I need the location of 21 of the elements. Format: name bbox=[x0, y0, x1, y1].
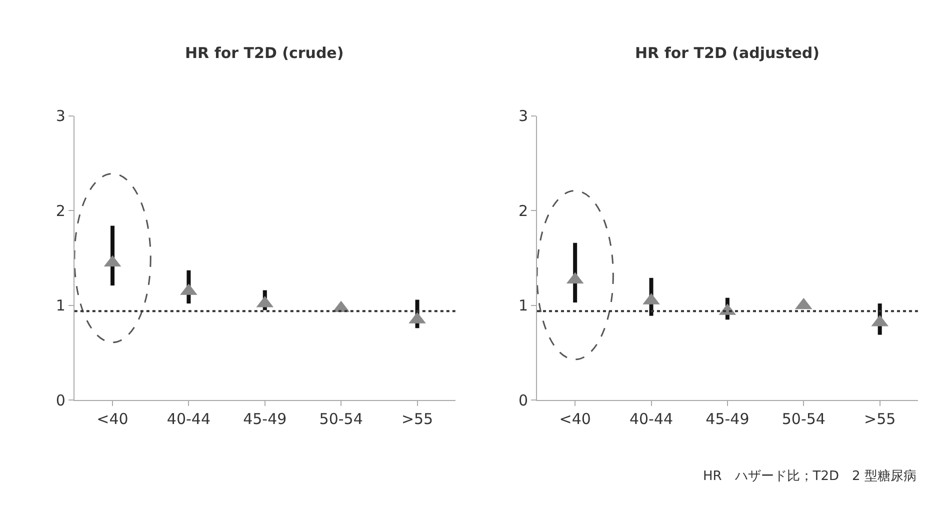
y-tick-label: 3 bbox=[56, 107, 66, 126]
x-tick-label: 45-49 bbox=[706, 410, 750, 428]
y-tick-label: 1 bbox=[56, 296, 66, 315]
x-tick-label: 40-44 bbox=[629, 410, 674, 428]
x-tick-label: 40-44 bbox=[166, 410, 210, 428]
chart-title: HR for T2D (crude) bbox=[185, 44, 344, 62]
x-tick-label: 50-54 bbox=[319, 410, 363, 428]
x-tick-label: >55 bbox=[401, 410, 434, 428]
y-tick-label: 2 bbox=[56, 202, 66, 220]
chart-title: HR for T2D (adjusted) bbox=[635, 44, 820, 62]
x-tick-label: 50-54 bbox=[782, 410, 826, 428]
x-tick-label: >55 bbox=[864, 410, 896, 428]
y-tick-label: 0 bbox=[56, 391, 66, 410]
x-tick-label: <40 bbox=[559, 410, 591, 428]
x-tick-label: <40 bbox=[96, 410, 128, 428]
y-tick-label: 3 bbox=[518, 107, 528, 126]
y-tick-label: 0 bbox=[518, 391, 528, 410]
x-tick-label: 45-49 bbox=[243, 410, 287, 428]
y-tick-label: 2 bbox=[518, 202, 528, 220]
text: HR ハザード比；T2D 2 型糖尿病 bbox=[703, 469, 916, 484]
y-tick-label: 1 bbox=[518, 296, 528, 315]
